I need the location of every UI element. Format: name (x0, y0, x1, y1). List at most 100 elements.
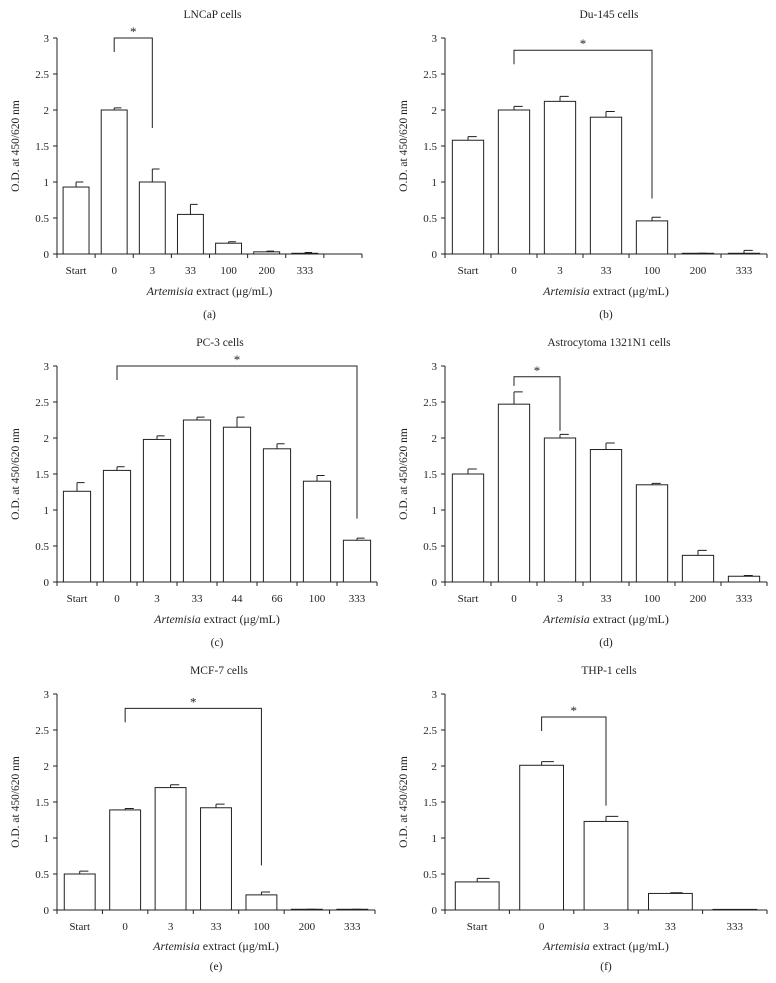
error-bar (189, 203, 198, 215)
y-tick-label: 0.5 (35, 541, 49, 553)
error-bar (316, 474, 325, 482)
bar-33 (176, 213, 204, 255)
x-tick-label: 100 (253, 921, 270, 933)
bar-Start (63, 873, 96, 911)
y-tick-label: 2.5 (35, 725, 49, 737)
y-tick-label: 2 (432, 761, 438, 773)
x-axis-label-genus: Artemisia (542, 612, 590, 626)
y-tick-label: 0.5 (423, 213, 437, 225)
chart-title: Du-145 cells (579, 9, 639, 21)
x-tick-label: 3 (154, 593, 160, 605)
x-axis-label-genus: Artemisia (542, 284, 590, 298)
bar-3 (154, 787, 187, 911)
y-tick-label: 2.5 (35, 397, 49, 409)
panel-label: (a) (203, 309, 216, 321)
y-tick-label: 3 (44, 689, 50, 701)
significance-bracket (113, 37, 153, 128)
x-tick-label: 33 (601, 265, 613, 277)
y-tick-label: 1.5 (35, 141, 49, 153)
y-tick-label: 0 (432, 577, 438, 589)
x-axis-label: Artemisia extract (μg/mL) (542, 284, 669, 298)
x-tick-label: 33 (185, 265, 197, 277)
x-tick-label: 100 (309, 593, 326, 605)
bar-3 (583, 820, 629, 911)
y-tick-label: 0.5 (35, 213, 49, 225)
x-tick-label: 0 (511, 593, 517, 605)
x-axis-label-unit: extract (μg/mL) (590, 939, 669, 953)
y-tick-label: 3 (44, 361, 50, 373)
error-bar (559, 95, 569, 102)
y-tick-label: 2.5 (423, 397, 437, 409)
x-tick-label: 333 (344, 921, 361, 933)
bar-200 (681, 554, 715, 583)
significance-star: * (190, 694, 197, 709)
bar-0 (109, 809, 142, 911)
bar-66 (262, 448, 292, 583)
x-tick-label: Start (69, 921, 90, 933)
y-tick-label: 0 (432, 905, 438, 917)
x-axis-label: Artemisia extract (μg/mL) (542, 939, 669, 953)
x-tick-label: Start (67, 593, 88, 605)
y-tick-label: 2.5 (35, 69, 49, 81)
x-tick-label: 3 (557, 593, 563, 605)
bar-33 (648, 892, 693, 911)
significance-bracket (513, 49, 653, 199)
x-tick-label: 100 (644, 593, 661, 605)
x-tick-label: 333 (349, 593, 366, 605)
significance-star: * (580, 36, 587, 51)
y-axis-label: O.D. at 450/620 nm (398, 756, 410, 848)
panel-label: (e) (210, 961, 223, 973)
x-axis-label-unit: extract (μg/mL) (201, 612, 280, 626)
error-bar (669, 892, 683, 894)
bar-100 (215, 242, 243, 255)
bar-100 (635, 220, 669, 255)
error-bar (541, 761, 554, 766)
bar-0 (519, 764, 564, 911)
significance-bracket (541, 716, 607, 806)
x-tick-label: Start (66, 265, 87, 277)
panel-label: (f) (600, 961, 612, 973)
error-bar (304, 252, 313, 254)
x-tick-label: 3 (557, 265, 563, 277)
bar-0 (497, 109, 531, 255)
x-tick-label: 200 (258, 265, 275, 277)
error-bar (228, 241, 236, 244)
y-axis-label: O.D. at 450/620 nm (398, 100, 410, 192)
y-tick-label: 3 (432, 33, 438, 45)
x-tick-label: 0 (111, 265, 117, 277)
error-bar (467, 468, 477, 474)
y-tick-label: 1.5 (35, 469, 49, 481)
x-tick-label: 3 (168, 921, 174, 933)
error-bar (75, 181, 84, 188)
x-tick-label: 200 (690, 265, 707, 277)
bar-100 (302, 480, 332, 583)
bar-200 (253, 251, 281, 255)
x-tick-label: 0 (539, 921, 545, 933)
significance-star: * (534, 363, 541, 378)
x-axis-label-unit: extract (μg/mL) (200, 939, 279, 953)
error-bar (559, 433, 569, 438)
x-tick-label: 66 (272, 593, 284, 605)
x-axis-label: Artemisia extract (μg/mL) (153, 612, 280, 626)
x-tick-label: 333 (727, 921, 744, 933)
x-tick-label: 33 (665, 921, 677, 933)
x-axis-label-genus: Artemisia (152, 939, 200, 953)
significance-star: * (571, 703, 578, 718)
bar-333 (291, 252, 319, 255)
panel-label: (c) (211, 637, 224, 649)
x-tick-label: 33 (192, 593, 204, 605)
y-tick-label: 1.5 (35, 797, 49, 809)
x-tick-label: 200 (690, 593, 707, 605)
y-tick-label: 1.5 (423, 141, 437, 153)
chart-title: LNCaP cells (183, 9, 242, 21)
error-bar (743, 575, 753, 577)
bar-100 (635, 484, 669, 583)
y-tick-label: 1 (44, 177, 50, 189)
x-tick-label: 333 (297, 265, 314, 277)
y-axis-label: O.D. at 450/620 nm (10, 756, 22, 848)
bar-Start (454, 881, 500, 911)
error-bar (215, 803, 225, 808)
